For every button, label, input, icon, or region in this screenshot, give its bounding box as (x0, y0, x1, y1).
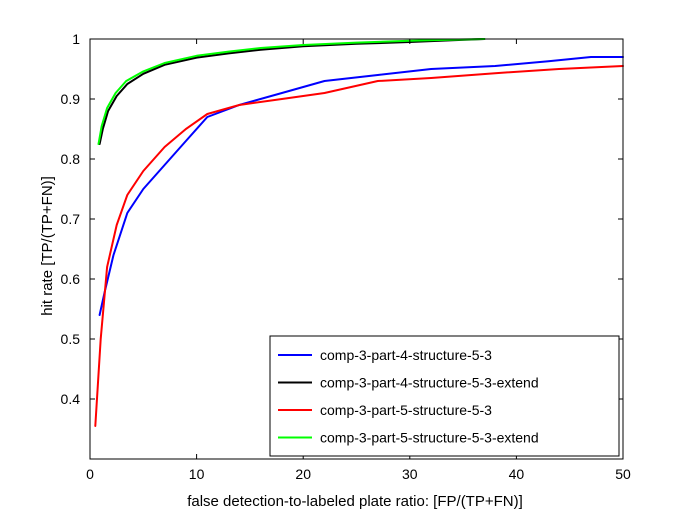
y-tick-label: 0.9 (61, 91, 81, 107)
y-tick-label: 0.5 (61, 331, 81, 347)
x-tick-label: 50 (615, 466, 631, 482)
x-tick-label: 40 (509, 466, 525, 482)
legend-label: comp-3-part-4-structure-5-3-extend (320, 375, 539, 391)
y-tick-label: 0.6 (61, 271, 81, 287)
y-tick-label: 0.7 (61, 211, 81, 227)
y-tick-label: 1 (72, 31, 80, 47)
y-axis-label: hit rate [TP/(TP+FN)] (39, 176, 56, 316)
legend-label: comp-3-part-5-structure-5-3 (320, 402, 492, 418)
x-tick-label: 30 (402, 466, 418, 482)
legend: comp-3-part-4-structure-5-3 comp-3-part-4… (269, 335, 620, 457)
x-tick-label: 20 (295, 466, 311, 482)
legend-label: comp-3-part-5-structure-5-3-extend (320, 430, 539, 446)
legend-box (269, 335, 620, 457)
x-axis-label: false detection-to-labeled plate ratio: … (187, 493, 523, 510)
series-line-3 (94, 65, 624, 427)
axes: 0 10 20 30 40 50 0.4 0.5 0.6 0.7 0.8 0.9 1 (61, 31, 631, 482)
series-line-4 (97, 38, 486, 145)
x-tick-label: 0 (86, 466, 94, 482)
y-tick-label: 0.4 (61, 391, 81, 407)
y-tick-label: 0.8 (61, 151, 81, 167)
series-lines (94, 38, 624, 427)
axes-box (89, 38, 624, 460)
series-line-2 (98, 38, 486, 145)
x-tick-label: 10 (189, 466, 205, 482)
legend-label: comp-3-part-4-structure-5-3 (320, 347, 492, 363)
